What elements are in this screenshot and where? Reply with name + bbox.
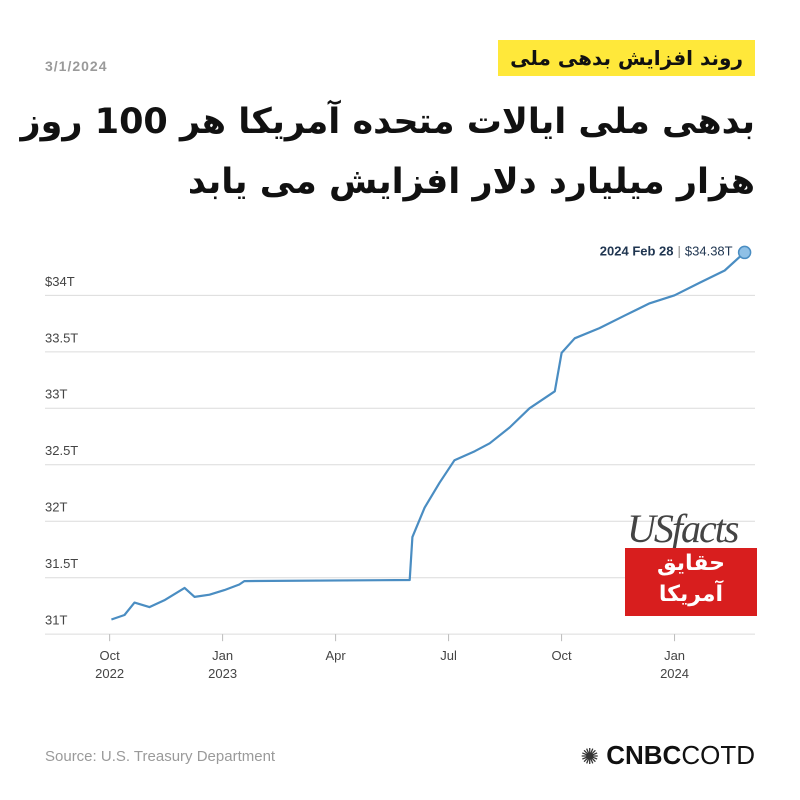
y-tick-label: 31T: [45, 613, 67, 628]
x-tick-label: Jan 2023: [208, 649, 237, 682]
x-tick-label: Jan 2024: [660, 649, 689, 682]
source: Source: U.S. Treasury Department: [45, 748, 276, 765]
cnbc-logo: ✺ CNBCCOTD: [581, 740, 755, 771]
badge: حقایق آمریکا: [625, 548, 757, 616]
cnbc-text: CNBC: [606, 740, 682, 770]
x-tick-label-line: Jul: [440, 649, 457, 664]
x-tick-label-line: Oct: [100, 649, 121, 664]
x-tick-label-line: Jan: [212, 649, 233, 664]
badge-line: آمریکا: [658, 582, 724, 607]
y-tick-label: $34T: [45, 274, 75, 289]
y-tick-label: 32T: [45, 500, 67, 515]
annotation-separator: |: [678, 244, 681, 259]
y-tick-label: 31.5T: [45, 556, 78, 571]
x-tick-label-line: 2022: [95, 667, 124, 682]
date: 3/1/2024: [45, 58, 108, 74]
x-tick-label: Apr: [325, 649, 346, 664]
x-tick-label-line: 2024: [660, 667, 689, 682]
x-tick-label-line: 2023: [208, 667, 237, 682]
badge-line: حقایق: [656, 551, 726, 576]
annotation: 2024 Feb 28 | $34.38T: [600, 244, 733, 259]
x-tick-label-line: Apr: [325, 649, 346, 664]
title-line: هزار میلیارد دلار افزایش می یابد: [187, 162, 755, 202]
x-tick-label-line: Jan: [664, 649, 685, 664]
peacock-icon: ✺: [580, 744, 599, 769]
annotation-date: 2024 Feb 28: [600, 244, 674, 259]
x-tick-label-line: Oct: [551, 649, 572, 664]
y-tick-label: 33T: [45, 387, 67, 402]
x-tick-label: Jul: [440, 649, 457, 664]
usfacts-logo: USfacts: [627, 506, 739, 551]
kicker: روند افزایش بدهی ملی: [498, 40, 755, 76]
x-tick-label: Oct 2022: [95, 649, 124, 682]
line: [111, 251, 746, 621]
y-tick-label: 32.5T: [45, 443, 78, 458]
end-marker: [737, 245, 752, 260]
title-line: بدهی ملی ایالات متحده آمریکا هر 100 روز: [20, 102, 755, 142]
y-tick-label: 33.5T: [45, 330, 78, 345]
annotation-value: $34.38T: [685, 244, 733, 259]
cotd-text: COTD: [681, 740, 755, 770]
x-tick-label: Oct: [551, 649, 572, 664]
